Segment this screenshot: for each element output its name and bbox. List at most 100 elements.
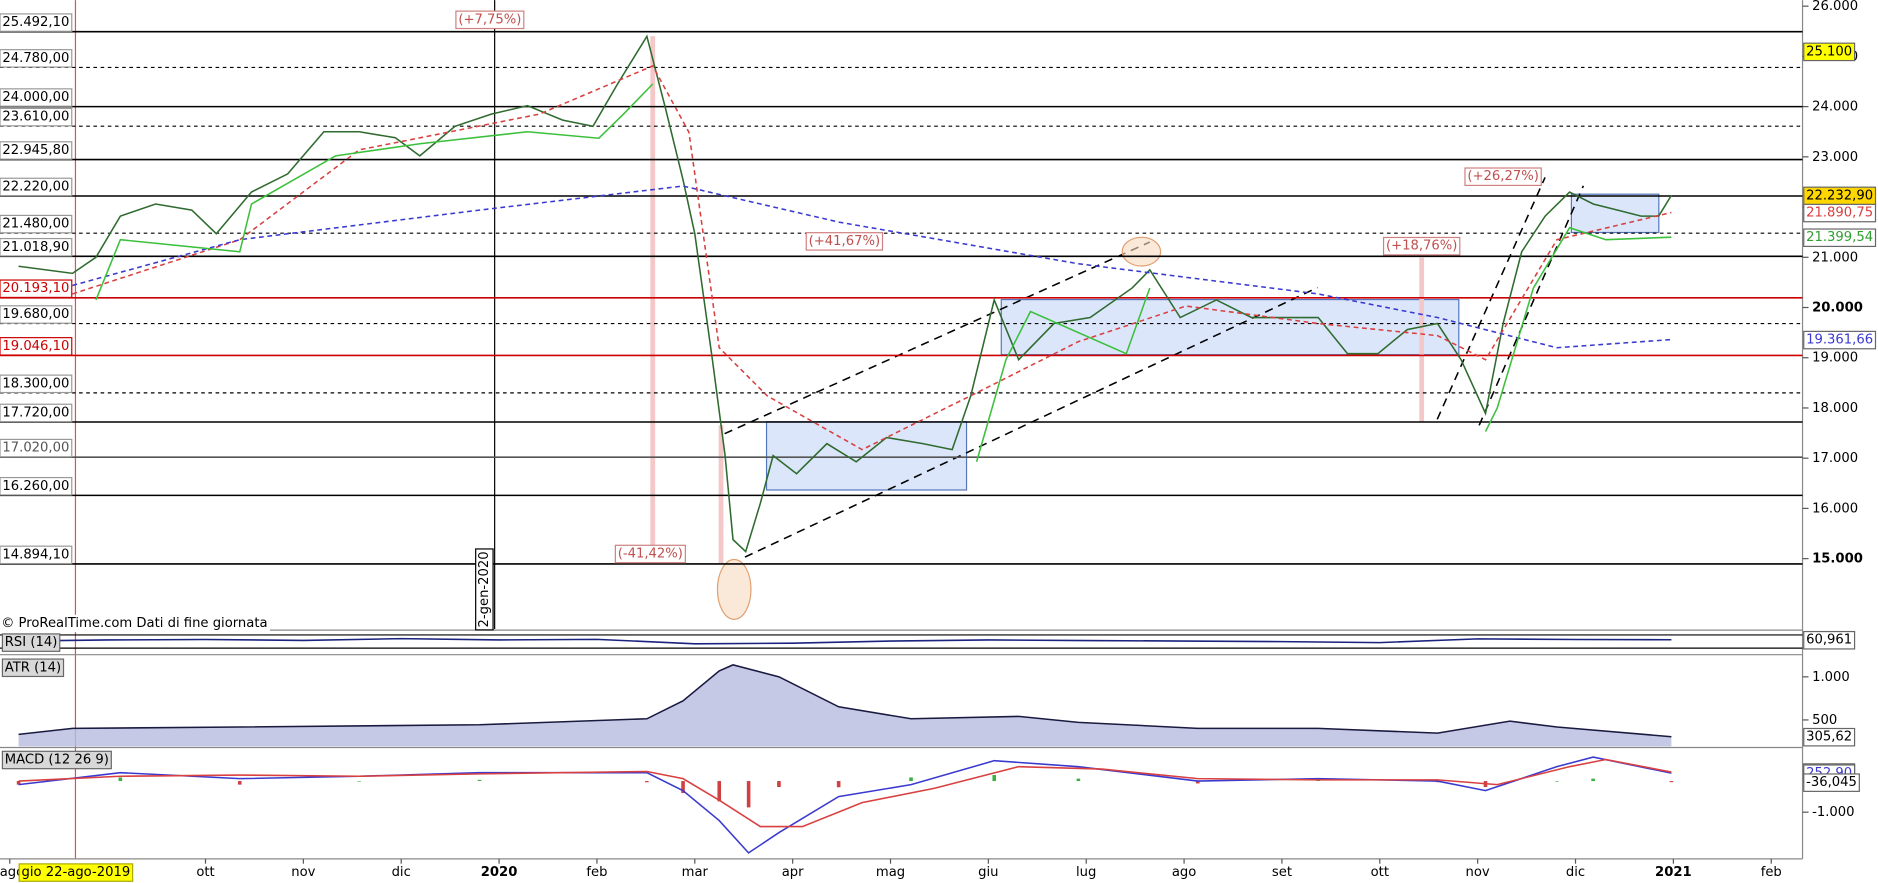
y-tick-label: 21.000 [1812, 250, 1858, 265]
value-badge-box [1803, 630, 1856, 650]
level-label: 20.193,10 [2, 281, 69, 296]
pane-title: RSI (14) [5, 635, 58, 650]
level-label: 21.018,90 [2, 240, 69, 255]
y-tick-label: 17.000 [1812, 451, 1858, 466]
highlight [716, 558, 752, 620]
value-badge: 21.399,54 [1806, 230, 1873, 245]
y-tick-label: 18.000 [1812, 401, 1858, 416]
value-badge-box [1803, 727, 1856, 747]
value-badge: 22.232,90 [1806, 188, 1873, 203]
annotation: (+41,67%) [809, 234, 880, 249]
value-badge: 305,62 [1806, 730, 1852, 745]
x-tick-label: feb [586, 865, 607, 880]
y-tick-label: 15.000 [1812, 552, 1863, 567]
histogram-bar [746, 781, 751, 808]
value-badge: 25.100 [1806, 44, 1852, 59]
level-label: 17.020,00 [2, 441, 69, 456]
x-tick-label: feb [1761, 865, 1782, 880]
annotation-box [1382, 236, 1461, 256]
series-line [72, 185, 1672, 349]
pane-title: ATR (14) [5, 660, 61, 675]
annotation-box [1464, 167, 1542, 187]
value-badge: 19.361,66 [1806, 333, 1873, 348]
x-tick-label: nov [1466, 865, 1490, 880]
y-tick-label: 500 [1812, 713, 1837, 728]
annotation: © ProRealTime.com Dati di fine giornata [1, 616, 267, 631]
x-tick-label: ago [0, 865, 24, 880]
histogram-bar [477, 779, 482, 782]
range-box [765, 421, 968, 491]
pane-title-box [1, 633, 61, 652]
series-line [72, 64, 1672, 451]
histogram-bar [1555, 781, 1559, 782]
level-label: 19.046,10 [2, 339, 69, 354]
x-tick-label: ott [196, 865, 214, 880]
level-label: 24.000,00 [2, 90, 69, 105]
level-label: 21.480,00 [2, 217, 69, 232]
level-label: 17.720,00 [2, 405, 69, 420]
level-label-box [0, 177, 73, 197]
level-label: 25.492,10 [2, 15, 69, 30]
histogram-bar [681, 781, 685, 794]
highlight [1121, 236, 1162, 267]
x-tick-label: mar [682, 865, 709, 880]
x-tick-label: set [1272, 865, 1292, 880]
level-label-box [0, 403, 73, 423]
histogram-bar [1195, 781, 1200, 784]
histogram-bar [357, 781, 361, 782]
series-line [18, 664, 1672, 738]
series-line [18, 758, 1672, 828]
histogram-bar [1591, 778, 1595, 782]
value-badge: -36,045 [1806, 775, 1857, 790]
x-tick-label: dic [1566, 865, 1585, 880]
histogram-bar [118, 777, 123, 782]
annotation: (+26,27%) [1467, 169, 1538, 184]
value-badge-box [1803, 42, 1856, 62]
histogram-bar [237, 781, 242, 785]
y-tick-label: -1.000 [1812, 805, 1854, 820]
level-label-box [0, 279, 73, 299]
pane-title-box [1, 658, 65, 678]
level-label-box [0, 237, 73, 257]
level-label: 23.610,00 [2, 110, 69, 125]
histogram-bar [1669, 781, 1674, 783]
y-tick-label: 20.000 [1812, 301, 1863, 316]
y-tick-label: 16.000 [1812, 501, 1858, 516]
level-label-box [0, 476, 73, 496]
x-tick-label: 2020 [481, 865, 518, 880]
value-badge-box [1803, 773, 1860, 792]
annotation-box [805, 232, 884, 251]
x-tick-label: mag [876, 865, 905, 880]
histogram-bar [645, 781, 649, 783]
series-line [18, 637, 1672, 645]
x-tick-label: nov [291, 865, 315, 880]
level-label: 19.680,00 [2, 307, 69, 322]
level-label: 22.945,80 [2, 143, 69, 158]
y-tick-label: 19.000 [1812, 351, 1858, 366]
series-line [18, 34, 1673, 553]
level-label-box [0, 374, 73, 394]
y-tick-label: 24.000 [1812, 100, 1858, 115]
value-badge: 21.890,75 [1806, 206, 1873, 221]
x-tick-label: 2021 [1655, 865, 1692, 880]
annotation-box [455, 10, 525, 30]
level-label: 16.260,00 [2, 479, 69, 494]
trend-line [724, 241, 1151, 435]
level-label-box [0, 214, 73, 234]
annotation: (+7,75%) [458, 12, 521, 27]
value-badge-box [1803, 330, 1877, 350]
annotation-box [614, 544, 686, 564]
x-tick-label: ago [1172, 865, 1196, 880]
histogram-bar [717, 781, 722, 802]
annotation-box [475, 548, 494, 631]
y-tick-label: 1.000 [1812, 670, 1850, 685]
level-label-box [0, 545, 73, 565]
x-tick-label: ott [1371, 865, 1389, 880]
series-line [95, 83, 1672, 462]
level-label-box [0, 305, 73, 324]
histogram-bar [16, 781, 21, 785]
level-label-box [0, 337, 73, 356]
y-tick-label: 26.000 [1812, 0, 1858, 14]
